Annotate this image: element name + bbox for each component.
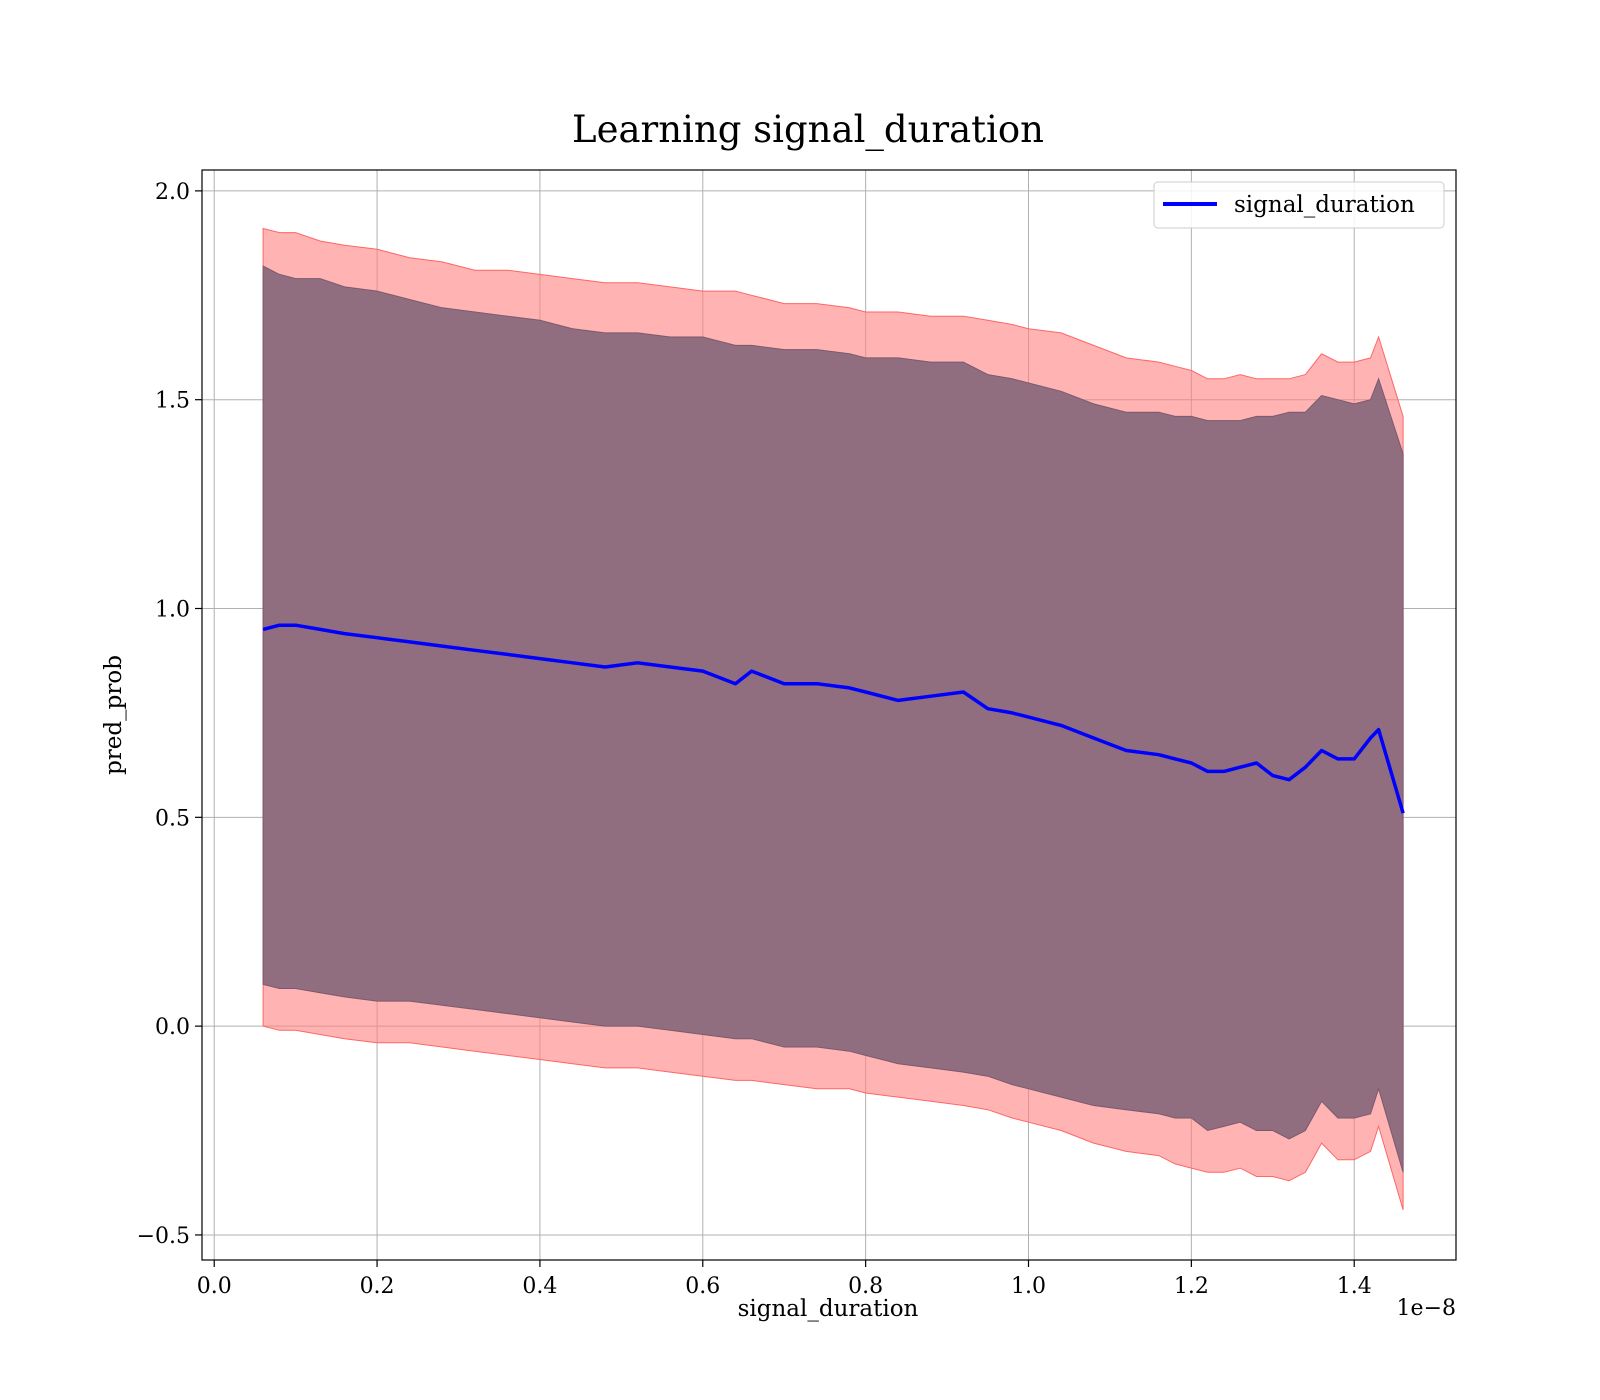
x-axis-ticks: 0.0 0.2 0.4 0.6 0.8 1.0 1.2 1.4: [197, 1260, 1372, 1299]
x-offset-text: 1e−8: [1397, 1296, 1456, 1321]
x-tick-label: 0.4: [522, 1274, 557, 1299]
x-axis-label: signal_duration: [738, 1296, 919, 1322]
inner-band-area: [262, 265, 1404, 1173]
x-tick-label: 0.2: [360, 1274, 395, 1299]
x-tick-label: 1.4: [1337, 1274, 1372, 1299]
y-tick-label: 0.0: [155, 1015, 190, 1040]
y-axis-ticks: −0.5 0.0 0.5 1.0 1.5 2.0: [137, 180, 202, 1249]
y-tick-label: 0.5: [155, 806, 190, 831]
y-axis-label: pred_prob: [101, 655, 127, 775]
series-line: [262, 623, 1405, 814]
legend-label: signal_duration: [1234, 192, 1415, 218]
y-tick-label: 1.0: [155, 598, 190, 623]
chart-title: Learning signal_duration: [572, 108, 1044, 152]
legend: signal_duration: [1153, 181, 1445, 229]
x-tick-label: 0.8: [848, 1274, 883, 1299]
plot-frame: [201, 169, 1457, 1261]
x-tick-label: 0.6: [685, 1274, 720, 1299]
y-tick-label: −0.5: [137, 1224, 190, 1249]
series-line-group: [262, 623, 1405, 814]
x-tick-label: 1.2: [1174, 1274, 1209, 1299]
y-tick-label: 1.5: [155, 389, 190, 414]
y-tick-label: 2.0: [155, 180, 190, 205]
inner-band: [262, 265, 1404, 1173]
x-tick-label: 0.0: [197, 1274, 232, 1299]
x-tick-label: 1.0: [1011, 1274, 1046, 1299]
legend-box: [1153, 181, 1445, 229]
